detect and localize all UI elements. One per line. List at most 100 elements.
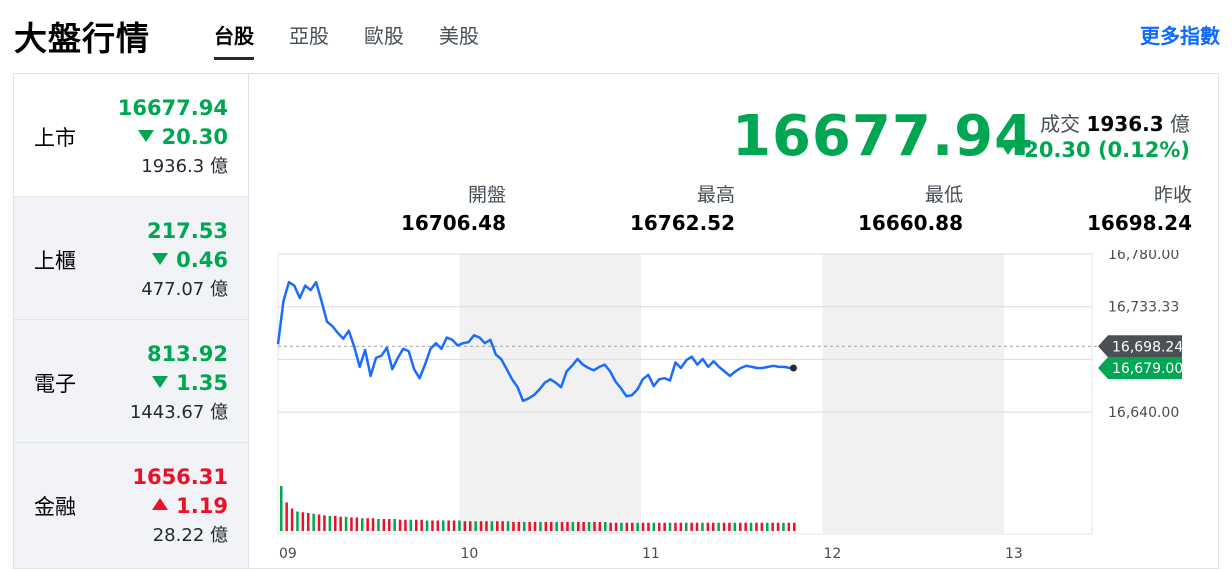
- volume-bar: [355, 517, 359, 531]
- volume-bar: [447, 520, 450, 531]
- volume-bar: [733, 522, 737, 531]
- volume-bar: [658, 522, 661, 531]
- last-price-tag-bg: [1098, 357, 1182, 380]
- price-line: [276, 280, 794, 403]
- volume-bar: [528, 522, 531, 531]
- volume-bar: [631, 522, 634, 531]
- volume-bar: [425, 520, 429, 531]
- volume-bar: [371, 518, 375, 531]
- volume-bar: [431, 520, 434, 531]
- down-arrow-icon: [1000, 143, 1017, 155]
- index-name: 上櫃: [34, 249, 76, 273]
- volume-bar: [577, 522, 580, 531]
- volume-bar: [307, 513, 310, 531]
- market-tabs: 台股 亞股 歐股 美股: [214, 20, 514, 60]
- volume-bar: [717, 522, 720, 531]
- index-item-electronics[interactable]: 電子 813.92 1.35 1443.67 億: [14, 320, 248, 443]
- volume-bar: [636, 522, 639, 531]
- volume-bar: [690, 522, 693, 531]
- volume-bar: [388, 519, 391, 531]
- volume-bar: [469, 521, 472, 531]
- volume-bar: [760, 522, 764, 531]
- volume-bar: [361, 518, 364, 531]
- volume-bar: [706, 522, 710, 531]
- volume-bar: [533, 522, 537, 531]
- volume-bar: [485, 521, 488, 531]
- volume-bar: [479, 521, 483, 531]
- volume-bar: [442, 520, 445, 531]
- index-list: 上市 16677.94 20.30 1936.3 億 上櫃 217.53 0.4…: [14, 74, 249, 568]
- tab-asia[interactable]: 亞股: [289, 24, 329, 48]
- volume-bar: [728, 522, 731, 531]
- volume-bar: [609, 522, 612, 531]
- volume-bar: [793, 522, 796, 531]
- volume-bar: [393, 519, 396, 531]
- volume-bar: [555, 522, 558, 531]
- volume-bar: [587, 522, 591, 531]
- volume-bar: [301, 512, 305, 531]
- tab-us[interactable]: 美股: [439, 24, 479, 48]
- volume-bar: [614, 522, 618, 531]
- stat-low: 最低 16660.88: [857, 184, 963, 235]
- tab-taiwan[interactable]: 台股: [214, 20, 254, 60]
- tab-europe[interactable]: 歐股: [364, 24, 404, 48]
- volume-bar: [420, 519, 423, 531]
- index-change: 0.46: [152, 248, 228, 272]
- x-tick-label: 13: [1005, 546, 1023, 560]
- volume-bar: [620, 522, 623, 531]
- volume-bar: [722, 522, 726, 531]
- volume-bar: [749, 522, 753, 531]
- index-price: 1656.31: [132, 465, 228, 489]
- volume-bar: [517, 522, 521, 531]
- down-arrow-icon: [152, 253, 169, 265]
- index-price: 16677.94: [117, 96, 228, 120]
- index-volume: 477.07 億: [141, 279, 228, 300]
- volume-bar: [452, 520, 456, 531]
- volume-bar: [701, 522, 704, 531]
- stat-prev-close: 昨收 16698.24: [1086, 184, 1192, 235]
- volume-bar: [712, 522, 715, 531]
- index-change: 20.30: [137, 125, 228, 149]
- volume-bar: [755, 522, 758, 531]
- volume-bar: [334, 516, 337, 531]
- volume-bar: [366, 518, 369, 531]
- volume-bar: [652, 522, 656, 531]
- index-change: 1.19: [152, 494, 228, 518]
- current-price: 16677.94: [732, 104, 1035, 169]
- last-point: [789, 364, 797, 372]
- index-name: 上市: [34, 126, 76, 150]
- index-price: 217.53: [146, 219, 228, 243]
- stat-high: 最高 16762.52: [629, 184, 735, 235]
- volume-bar: [679, 522, 683, 531]
- volume-bar: [436, 520, 440, 531]
- volume-bar: [787, 522, 791, 531]
- header: 大盤行情 台股 亞股 歐股 美股 更多指數: [0, 0, 1232, 70]
- index-name: 金融: [34, 495, 76, 519]
- volume-bar: [776, 522, 780, 531]
- volume-bar: [641, 522, 645, 531]
- volume-bar: [560, 522, 564, 531]
- volume-bar: [490, 521, 494, 531]
- page-title: 大盤行情: [14, 19, 150, 58]
- more-indices-link[interactable]: 更多指數: [1140, 24, 1220, 48]
- volume-bar: [582, 522, 585, 531]
- volume-bar: [506, 521, 510, 531]
- volume-bar: [598, 522, 602, 531]
- volume-bar: [398, 519, 402, 531]
- index-item-otc[interactable]: 上櫃 217.53 0.46 477.07 億: [14, 197, 248, 320]
- index-item-finance[interactable]: 金融 1656.31 1.19 28.22 億: [14, 443, 248, 568]
- volume-bar: [647, 522, 650, 531]
- index-item-listed[interactable]: 上市 16677.94 20.30 1936.3 億: [14, 74, 248, 197]
- volume-bar: [339, 516, 342, 531]
- volume-bar: [668, 522, 672, 531]
- x-tick-label: 12: [824, 546, 842, 560]
- turnover: 成交 1936.3 億: [1040, 112, 1190, 136]
- volume-bar: [550, 522, 553, 531]
- volume-bar: [404, 519, 407, 531]
- volume-bar: [782, 522, 785, 531]
- volume-bar: [474, 521, 477, 531]
- volume-bar: [512, 522, 515, 531]
- last-price-tag: 16,679.00: [1112, 361, 1183, 377]
- intraday-chart[interactable]: 16,780.00 16,733.33 16,640.00 16,698.24 16,6…: [276, 250, 1216, 560]
- hour-band: [822, 254, 1004, 534]
